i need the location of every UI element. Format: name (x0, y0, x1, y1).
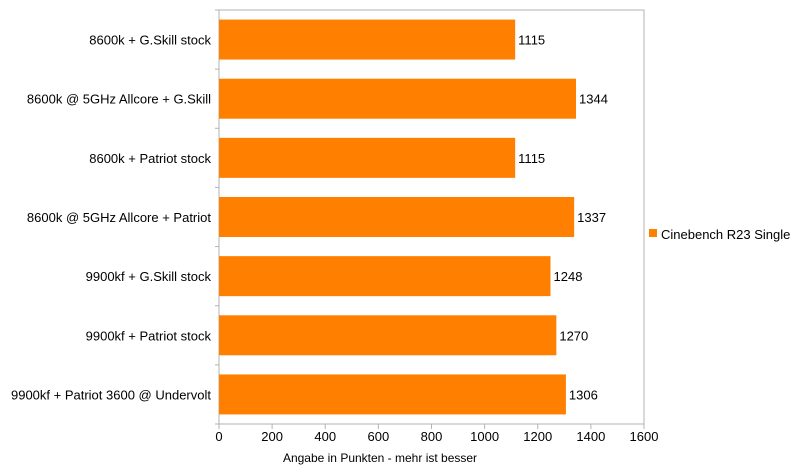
category-label: 9900kf + Patriot stock (86, 328, 212, 343)
legend-swatch (649, 229, 657, 237)
category-label: 9900kf + Patriot 3600 @ Undervolt (11, 387, 211, 402)
x-tick-label: 400 (314, 429, 336, 444)
bar[interactable] (219, 78, 576, 119)
category-label: 9900kf + G.Skill stock (86, 269, 212, 284)
x-axis-tick-labels: 0 200 400 600 800 1000 1200 1400 1600 (215, 429, 658, 444)
bar[interactable] (219, 19, 516, 60)
category-label: 8600k + Patriot stock (89, 151, 211, 166)
data-label: 1115 (518, 33, 545, 48)
category-labels: 8600k + G.Skill stock 8600k @ 5GHz Allcor… (11, 33, 212, 403)
data-label: 1248 (554, 269, 583, 284)
category-label: 8600k @ 5GHz Allcore + Patriot (27, 210, 211, 225)
bar[interactable] (219, 315, 557, 356)
category-label: 8600k @ 5GHz Allcore + G.Skill (27, 92, 211, 107)
legend[interactable]: Cinebench R23 Single (649, 227, 790, 242)
category-label: 8600k + G.Skill stock (89, 33, 211, 48)
data-label: 1344 (579, 92, 608, 107)
bar[interactable] (219, 256, 551, 297)
x-tick-label: 1000 (470, 429, 499, 444)
bar[interactable] (219, 137, 516, 178)
data-label: 1270 (559, 328, 588, 343)
legend-entry-label: Cinebench R23 Single (661, 227, 790, 242)
data-label: 1306 (569, 387, 598, 402)
x-tick-label: 200 (261, 429, 283, 444)
value-labels: 1115 1344 1115 1337 1248 1270 1306 (518, 33, 608, 403)
x-tick-label: 1400 (576, 429, 605, 444)
bars-group (219, 19, 576, 415)
x-axis-label: Angabe in Punkten - mehr ist besser (283, 451, 477, 465)
bar[interactable] (219, 197, 575, 237)
data-label: 1337 (577, 210, 606, 225)
x-tick-label: 0 (215, 429, 222, 444)
bar[interactable] (219, 374, 566, 415)
x-tick-label: 800 (421, 429, 443, 444)
x-tick-label: 1600 (630, 429, 659, 444)
x-axis-ticks (215, 9, 645, 429)
x-tick-label: 1200 (523, 429, 552, 444)
data-label: 1115 (518, 151, 545, 166)
x-tick-label: 600 (368, 429, 390, 444)
